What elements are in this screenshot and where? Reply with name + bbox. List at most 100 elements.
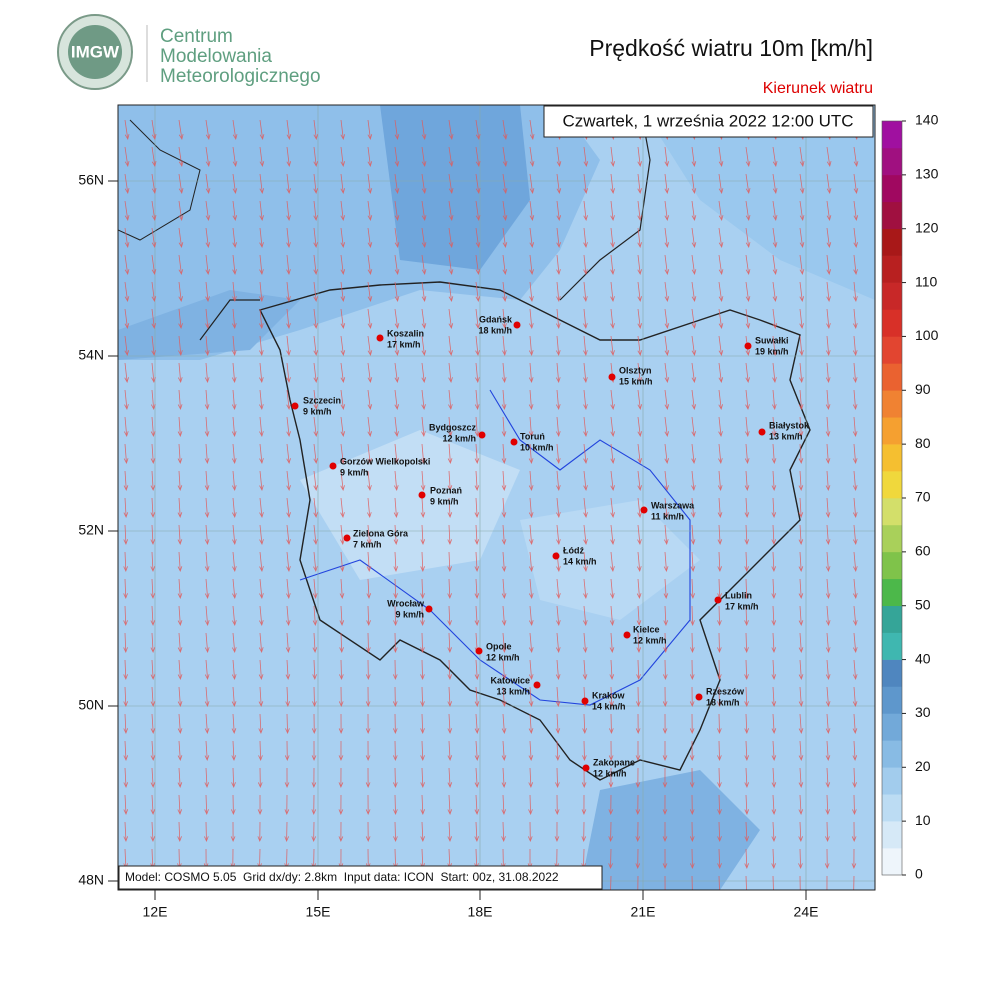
footer: Model: COSMO 5.05 Grid dx/dy: 2.8km Inpu… [125, 870, 559, 884]
wind-arrow [475, 281, 481, 303]
wind-arrow [583, 416, 588, 438]
wind-arrow [529, 308, 534, 330]
wind-arrow [124, 200, 130, 222]
wind-arrow [798, 740, 804, 762]
wind-arrow [338, 767, 344, 789]
wind-arrow [447, 497, 453, 519]
wind-arrow [501, 605, 507, 627]
wind-arrow [609, 632, 615, 654]
wind-arrow [555, 740, 560, 762]
wind-arrow [286, 281, 291, 303]
wind-arrow [502, 173, 508, 195]
wind-arrow [259, 335, 264, 357]
wind-arrow [150, 524, 156, 546]
wind-arrow [204, 524, 210, 546]
city-name: Zielona Góra [353, 528, 409, 538]
wind-arrow [556, 497, 561, 519]
wind-arrow [366, 551, 372, 573]
wind-arrow [825, 767, 831, 789]
wind-arrow [662, 740, 668, 762]
wind-arrow [582, 740, 587, 762]
wind-arrow [232, 146, 238, 168]
wind-arrow [340, 443, 346, 465]
wind-arrow [689, 794, 695, 816]
city-name: Bydgoszcz [429, 422, 477, 432]
wind-arrow [528, 416, 534, 438]
colorbar-label: 50 [915, 596, 931, 612]
wind-arrow [447, 632, 452, 654]
wind-arrow [744, 740, 749, 762]
wind-arrow [177, 389, 183, 411]
wind-arrow [825, 362, 831, 384]
wind-arrow [853, 875, 855, 890]
wind-arrow [501, 443, 507, 465]
wind-arrow [718, 281, 724, 303]
wind-arrow [448, 389, 453, 411]
wind-arrow [583, 389, 588, 411]
wind-arrow [528, 686, 534, 708]
wind-arrow [852, 767, 857, 789]
wind-arrow [313, 551, 318, 573]
wind-arrow [204, 416, 210, 438]
wind-arrow [313, 470, 318, 492]
wind-arrow [257, 821, 263, 843]
colorbar-segment [882, 767, 902, 795]
wind-arrow [825, 659, 831, 681]
wind-arrow [367, 146, 373, 168]
wind-arrow [474, 821, 480, 843]
country-border [258, 281, 811, 781]
wind-arrow [852, 416, 858, 438]
wind-arrow [772, 200, 778, 222]
wind-arrow [637, 416, 643, 438]
wind-arrow [610, 470, 615, 492]
wind-arrow [124, 146, 130, 168]
wind-arrow [852, 659, 858, 681]
wind-arrow [150, 713, 156, 735]
wind-arrow [340, 416, 346, 438]
wind-arrow [447, 605, 452, 627]
wind-arrow [771, 794, 777, 816]
wind-arrow [853, 173, 859, 195]
wind-arrow [259, 254, 264, 276]
wind-arrow [744, 767, 750, 789]
wind-arrow [664, 281, 670, 303]
wind-arrow [366, 605, 371, 627]
wind-arrow [744, 605, 749, 627]
wind-arrow [447, 551, 452, 573]
wind-arrow [556, 578, 561, 600]
wind-arrow [799, 308, 804, 330]
wind-arrow [799, 875, 801, 890]
wind-arrow [717, 848, 722, 870]
city-dot [418, 491, 426, 499]
wind-arrow [123, 578, 128, 600]
wind-arrow [286, 389, 291, 411]
wind-arrow [555, 659, 561, 681]
wind-arrow [367, 119, 373, 141]
city-name: Gorzów Wielkopolski [340, 456, 430, 466]
city-dot [329, 462, 337, 470]
wind-arrow [691, 146, 697, 168]
wind-arrow [826, 200, 832, 222]
wind-arrow [825, 686, 831, 708]
wind-arrow [664, 227, 670, 249]
city-name: Olsztyn [619, 365, 652, 375]
wind-arrow [151, 227, 157, 249]
wind-arrow [745, 227, 751, 249]
wind-arrow [204, 794, 209, 816]
wind-arrow [610, 443, 615, 465]
wind-arrow [583, 497, 588, 519]
wind-arrow [420, 659, 425, 681]
wind-arrow [420, 551, 425, 573]
wind-arrow [447, 767, 453, 789]
colorbar-label: 100 [915, 327, 939, 343]
wind-arrow [177, 524, 183, 546]
wind-arrow [636, 659, 641, 681]
colorbar-label: 30 [915, 704, 931, 720]
wind-arrow [367, 227, 373, 249]
wind-arrow [772, 335, 777, 357]
wind-arrow [772, 254, 778, 276]
colorbar-label: 90 [915, 381, 931, 397]
colorbar-segment [882, 363, 902, 391]
wind-arrow [231, 416, 237, 438]
wind-arrow [448, 200, 454, 222]
